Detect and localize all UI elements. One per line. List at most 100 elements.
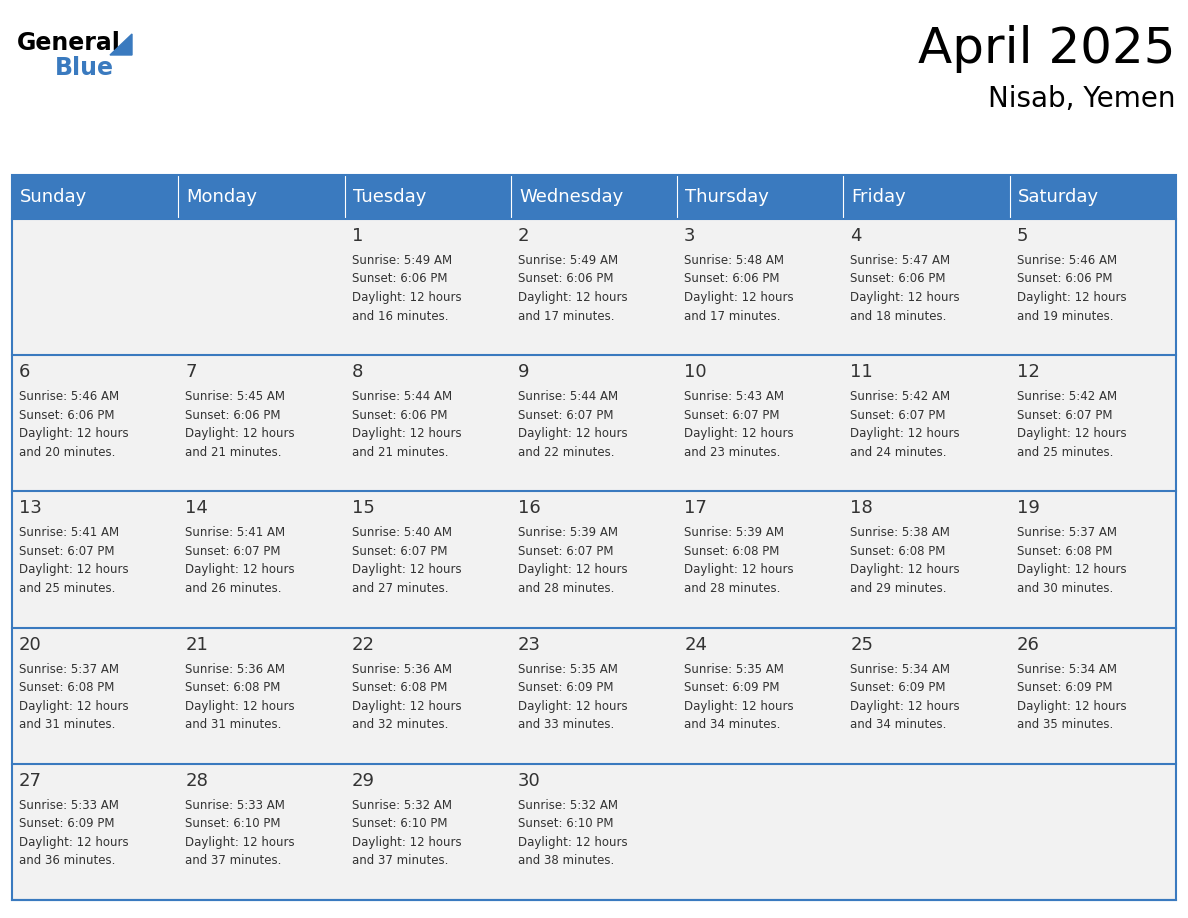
Bar bbox=[12, 628, 178, 764]
Bar bbox=[843, 219, 1010, 355]
Text: Daylight: 12 hours: Daylight: 12 hours bbox=[352, 835, 461, 849]
Text: Sunrise: 5:36 AM: Sunrise: 5:36 AM bbox=[352, 663, 451, 676]
Text: Sunset: 6:07 PM: Sunset: 6:07 PM bbox=[684, 409, 779, 421]
Bar bbox=[345, 355, 511, 491]
Text: and 18 minutes.: and 18 minutes. bbox=[851, 309, 947, 322]
Text: 12: 12 bbox=[1017, 364, 1040, 381]
Text: Sunset: 6:09 PM: Sunset: 6:09 PM bbox=[518, 681, 613, 694]
Text: Monday: Monday bbox=[187, 188, 258, 206]
Text: Sunset: 6:06 PM: Sunset: 6:06 PM bbox=[352, 273, 447, 285]
Text: Daylight: 12 hours: Daylight: 12 hours bbox=[185, 564, 295, 577]
Text: and 37 minutes.: and 37 minutes. bbox=[352, 855, 448, 868]
Text: 19: 19 bbox=[1017, 499, 1040, 518]
Text: Sunrise: 5:42 AM: Sunrise: 5:42 AM bbox=[1017, 390, 1117, 403]
Bar bbox=[677, 628, 843, 764]
Text: Sunset: 6:09 PM: Sunset: 6:09 PM bbox=[19, 817, 114, 830]
Text: Sunset: 6:06 PM: Sunset: 6:06 PM bbox=[352, 409, 447, 421]
Text: Sunrise: 5:43 AM: Sunrise: 5:43 AM bbox=[684, 390, 784, 403]
Text: Daylight: 12 hours: Daylight: 12 hours bbox=[518, 564, 627, 577]
Text: Sunrise: 5:39 AM: Sunrise: 5:39 AM bbox=[518, 526, 618, 540]
Text: Sunset: 6:06 PM: Sunset: 6:06 PM bbox=[851, 273, 946, 285]
Bar bbox=[1010, 355, 1176, 491]
Text: Sunset: 6:07 PM: Sunset: 6:07 PM bbox=[19, 545, 114, 558]
Text: and 28 minutes.: and 28 minutes. bbox=[518, 582, 614, 595]
Text: and 16 minutes.: and 16 minutes. bbox=[352, 309, 448, 322]
Bar bbox=[178, 355, 345, 491]
Text: 21: 21 bbox=[185, 635, 208, 654]
Text: Sunset: 6:08 PM: Sunset: 6:08 PM bbox=[851, 545, 946, 558]
Bar bbox=[12, 764, 178, 900]
Text: Sunset: 6:08 PM: Sunset: 6:08 PM bbox=[684, 545, 779, 558]
Bar bbox=[843, 355, 1010, 491]
Text: Sunrise: 5:44 AM: Sunrise: 5:44 AM bbox=[518, 390, 618, 403]
Text: Sunrise: 5:49 AM: Sunrise: 5:49 AM bbox=[518, 254, 618, 267]
Text: Sunset: 6:06 PM: Sunset: 6:06 PM bbox=[684, 273, 779, 285]
Text: Daylight: 12 hours: Daylight: 12 hours bbox=[185, 835, 295, 849]
Text: and 25 minutes.: and 25 minutes. bbox=[1017, 446, 1113, 459]
Bar bbox=[178, 175, 345, 219]
Text: and 37 minutes.: and 37 minutes. bbox=[185, 855, 282, 868]
Text: 7: 7 bbox=[185, 364, 197, 381]
Bar bbox=[843, 491, 1010, 628]
Text: Daylight: 12 hours: Daylight: 12 hours bbox=[19, 835, 128, 849]
Text: Friday: Friday bbox=[852, 188, 906, 206]
Bar bbox=[345, 219, 511, 355]
Text: Sunset: 6:08 PM: Sunset: 6:08 PM bbox=[19, 681, 114, 694]
Text: Sunrise: 5:33 AM: Sunrise: 5:33 AM bbox=[185, 799, 285, 812]
Text: Sunset: 6:07 PM: Sunset: 6:07 PM bbox=[518, 545, 613, 558]
Text: Sunrise: 5:47 AM: Sunrise: 5:47 AM bbox=[851, 254, 950, 267]
Text: 5: 5 bbox=[1017, 227, 1029, 245]
Text: Saturday: Saturday bbox=[1018, 188, 1099, 206]
Text: Sunrise: 5:42 AM: Sunrise: 5:42 AM bbox=[851, 390, 950, 403]
Bar bbox=[1010, 764, 1176, 900]
Text: Daylight: 12 hours: Daylight: 12 hours bbox=[352, 700, 461, 712]
Text: Sunset: 6:06 PM: Sunset: 6:06 PM bbox=[185, 409, 280, 421]
Text: Sunset: 6:07 PM: Sunset: 6:07 PM bbox=[518, 409, 613, 421]
Text: April 2025: April 2025 bbox=[918, 25, 1176, 73]
Text: Daylight: 12 hours: Daylight: 12 hours bbox=[19, 427, 128, 441]
Text: Sunset: 6:10 PM: Sunset: 6:10 PM bbox=[518, 817, 613, 830]
Bar bbox=[677, 764, 843, 900]
Bar bbox=[345, 175, 511, 219]
Text: Daylight: 12 hours: Daylight: 12 hours bbox=[1017, 427, 1126, 441]
Text: Sunrise: 5:32 AM: Sunrise: 5:32 AM bbox=[518, 799, 618, 812]
Bar bbox=[511, 491, 677, 628]
Text: Sunset: 6:09 PM: Sunset: 6:09 PM bbox=[1017, 681, 1112, 694]
Text: General: General bbox=[17, 31, 121, 55]
Text: Sunrise: 5:33 AM: Sunrise: 5:33 AM bbox=[19, 799, 119, 812]
Text: 17: 17 bbox=[684, 499, 707, 518]
Bar bbox=[511, 355, 677, 491]
Text: Sunset: 6:08 PM: Sunset: 6:08 PM bbox=[1017, 545, 1112, 558]
Text: 20: 20 bbox=[19, 635, 42, 654]
Bar bbox=[12, 491, 178, 628]
Text: and 21 minutes.: and 21 minutes. bbox=[185, 446, 282, 459]
Text: and 24 minutes.: and 24 minutes. bbox=[851, 446, 947, 459]
Text: 10: 10 bbox=[684, 364, 707, 381]
Text: and 27 minutes.: and 27 minutes. bbox=[352, 582, 448, 595]
Text: and 36 minutes.: and 36 minutes. bbox=[19, 855, 115, 868]
Text: 28: 28 bbox=[185, 772, 208, 789]
Bar bbox=[511, 764, 677, 900]
Text: Daylight: 12 hours: Daylight: 12 hours bbox=[518, 427, 627, 441]
Text: and 28 minutes.: and 28 minutes. bbox=[684, 582, 781, 595]
Text: Daylight: 12 hours: Daylight: 12 hours bbox=[684, 427, 794, 441]
Bar bbox=[345, 628, 511, 764]
Text: Daylight: 12 hours: Daylight: 12 hours bbox=[185, 700, 295, 712]
Text: 26: 26 bbox=[1017, 635, 1040, 654]
Text: Daylight: 12 hours: Daylight: 12 hours bbox=[185, 427, 295, 441]
Text: Daylight: 12 hours: Daylight: 12 hours bbox=[684, 564, 794, 577]
Bar bbox=[677, 491, 843, 628]
Text: 14: 14 bbox=[185, 499, 208, 518]
Bar bbox=[345, 764, 511, 900]
Text: Daylight: 12 hours: Daylight: 12 hours bbox=[518, 291, 627, 304]
Text: Sunrise: 5:37 AM: Sunrise: 5:37 AM bbox=[1017, 526, 1117, 540]
Text: Sunset: 6:06 PM: Sunset: 6:06 PM bbox=[19, 409, 114, 421]
Text: 3: 3 bbox=[684, 227, 696, 245]
Text: Daylight: 12 hours: Daylight: 12 hours bbox=[19, 564, 128, 577]
Text: Sunset: 6:06 PM: Sunset: 6:06 PM bbox=[518, 273, 613, 285]
Text: Sunset: 6:09 PM: Sunset: 6:09 PM bbox=[684, 681, 779, 694]
Text: Sunset: 6:10 PM: Sunset: 6:10 PM bbox=[185, 817, 280, 830]
Bar bbox=[12, 175, 178, 219]
Text: Sunrise: 5:46 AM: Sunrise: 5:46 AM bbox=[19, 390, 119, 403]
Text: Daylight: 12 hours: Daylight: 12 hours bbox=[851, 700, 960, 712]
